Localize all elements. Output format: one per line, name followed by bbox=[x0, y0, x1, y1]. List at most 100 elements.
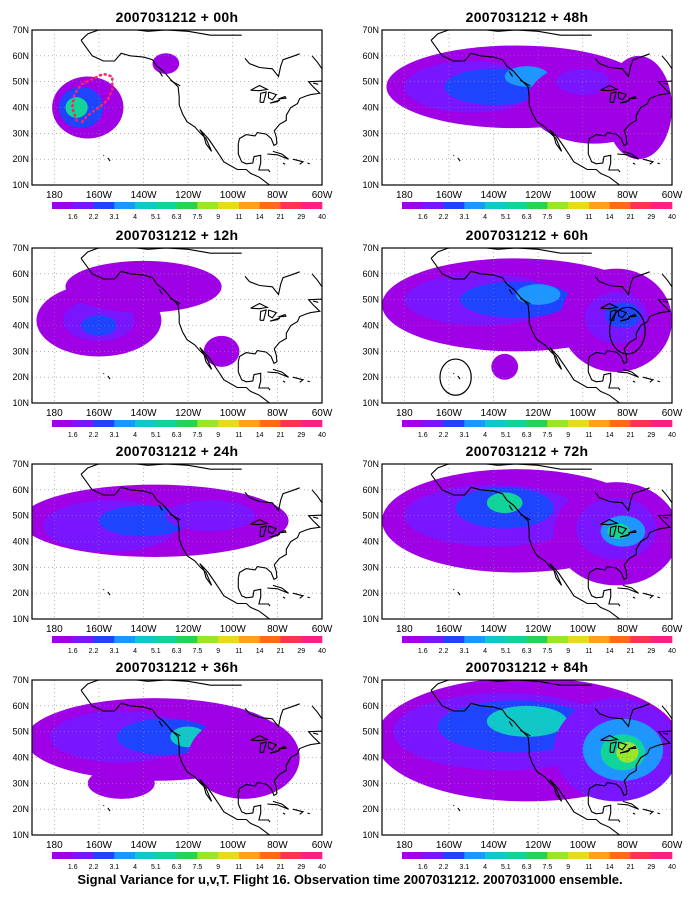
colorbar-swatch bbox=[301, 420, 323, 427]
lat-tick-label: 50N bbox=[362, 77, 379, 87]
lat-tick-label: 60N bbox=[362, 51, 379, 61]
lake-outline bbox=[609, 741, 617, 753]
colorbar-label: 5.1 bbox=[501, 214, 511, 221]
colorbar-label: 5.1 bbox=[151, 214, 161, 221]
lon-tick-label: 100W bbox=[570, 840, 597, 851]
colorbar-swatch bbox=[630, 202, 652, 209]
island-outline bbox=[158, 721, 163, 727]
lon-tick-label: 120W bbox=[175, 624, 202, 635]
colorbar-swatch bbox=[443, 202, 465, 209]
colorbar-label: 14 bbox=[256, 214, 264, 221]
lat-tick-label: 50N bbox=[12, 511, 29, 521]
island-outline bbox=[617, 800, 639, 810]
colorbar-label: 7.5 bbox=[543, 648, 553, 655]
map-frame bbox=[31, 29, 323, 186]
colorbar-label: 6.3 bbox=[172, 214, 182, 221]
island-outline bbox=[107, 591, 111, 596]
colorbar-label: 1.6 bbox=[68, 214, 78, 221]
lake-outline bbox=[278, 313, 287, 318]
colorbar-label: 3.1 bbox=[109, 864, 119, 871]
lon-tick-label: 60W bbox=[312, 408, 333, 419]
lat-tick-label: 20N bbox=[362, 804, 379, 814]
lake-outline bbox=[250, 84, 270, 92]
lake-outline bbox=[250, 734, 270, 742]
lat-tick-label: 60N bbox=[362, 701, 379, 711]
colorbar-label: 1.6 bbox=[68, 648, 78, 655]
lake-outline bbox=[617, 525, 628, 535]
lat-tick-label: 70N bbox=[362, 675, 379, 685]
colorbar-label: 40 bbox=[668, 214, 676, 221]
colorbar-label: 29 bbox=[647, 432, 655, 439]
variance-contour bbox=[152, 53, 180, 74]
coastline-segment bbox=[587, 361, 621, 391]
variance-field bbox=[386, 45, 672, 160]
colorbar-label: 5.1 bbox=[501, 432, 511, 439]
colorbar-label: 4 bbox=[483, 648, 487, 655]
variance-field bbox=[32, 698, 300, 799]
island-outline bbox=[673, 728, 688, 740]
colorbar-label: 14 bbox=[256, 648, 264, 655]
lon-tick-label: 80W bbox=[617, 190, 638, 201]
lon-tick-label: 100W bbox=[220, 190, 247, 201]
colorbar-swatch bbox=[422, 202, 444, 209]
map-svg: 10N 20N 30N 40N 50N 60N 70N 180 160W 140W 120W 100W… bbox=[12, 25, 332, 221]
coastline bbox=[80, 680, 322, 835]
colorbar-label: 7.5 bbox=[193, 648, 203, 655]
island-outline bbox=[657, 812, 660, 815]
colorbar-swatch bbox=[609, 852, 631, 859]
colorbar-swatch bbox=[526, 420, 548, 427]
colorbar-label: 9 bbox=[566, 648, 570, 655]
lon-tick-label: 100W bbox=[220, 408, 247, 419]
colorbar-label: 11 bbox=[235, 214, 242, 221]
island-outline bbox=[282, 162, 286, 165]
lon-tick-label: 60W bbox=[312, 840, 333, 851]
coastline-segment bbox=[244, 271, 300, 296]
colorbar-swatch bbox=[197, 852, 219, 859]
island-outline bbox=[457, 157, 461, 162]
island-outline bbox=[617, 368, 639, 378]
colorbar-label: 14 bbox=[606, 648, 614, 655]
lat-tick-label: 30N bbox=[12, 346, 29, 356]
colorbar-label: 7.5 bbox=[193, 214, 203, 221]
coastline bbox=[430, 464, 672, 619]
colorbar-label: 40 bbox=[318, 864, 326, 871]
colorbar-swatch bbox=[155, 636, 177, 643]
colorbar-swatch bbox=[588, 202, 610, 209]
colorbar-label: 40 bbox=[318, 214, 326, 221]
lake-outline bbox=[609, 91, 617, 103]
colorbar-swatch bbox=[547, 636, 569, 643]
colorbar-swatch bbox=[238, 420, 260, 427]
panel-title: 2007031212 + 36h bbox=[115, 659, 239, 675]
lake-outline bbox=[600, 518, 620, 526]
coastline-segment bbox=[587, 793, 621, 823]
colorbar-label: 2.2 bbox=[89, 864, 99, 871]
colorbar-label: 21 bbox=[277, 432, 285, 439]
lake-outline bbox=[269, 99, 281, 104]
colorbar-label: 3.1 bbox=[459, 864, 469, 871]
colorbar-label: 4 bbox=[133, 864, 137, 871]
colorbar-label: 3.1 bbox=[109, 648, 119, 655]
variance-contour bbox=[486, 705, 568, 737]
lon-tick-label: 160W bbox=[436, 624, 463, 635]
island-outline bbox=[673, 78, 688, 90]
variance-contour bbox=[486, 492, 523, 514]
lon-tick-label: 80W bbox=[617, 840, 638, 851]
lat-tick-label: 10N bbox=[12, 830, 29, 840]
lat-tick-label: 10N bbox=[362, 180, 379, 190]
variance-field bbox=[382, 680, 672, 802]
colorbar-swatch bbox=[485, 420, 507, 427]
colorbar-swatch bbox=[114, 852, 136, 859]
lat-tick-label: 60N bbox=[362, 269, 379, 279]
colorbar-swatch bbox=[93, 202, 115, 209]
colorbar-label: 2.2 bbox=[89, 648, 99, 655]
variance-field bbox=[382, 469, 672, 586]
colorbar-swatch bbox=[505, 852, 527, 859]
map-svg: 10N 20N 30N 40N 50N 60N 70N 180 160W 140W 120W 100W… bbox=[362, 675, 682, 871]
colorbar-swatch bbox=[218, 636, 240, 643]
map-panel: 2007031212 + 00h 10N 20N 30N 40N 50N 60N 70N 180… bbox=[12, 8, 372, 223]
colorbar-swatch bbox=[568, 636, 590, 643]
island-outline bbox=[642, 808, 655, 815]
lat-tick-label: 10N bbox=[362, 830, 379, 840]
lon-tick-label: 120W bbox=[175, 840, 202, 851]
colorbar-label: 11 bbox=[235, 864, 242, 871]
